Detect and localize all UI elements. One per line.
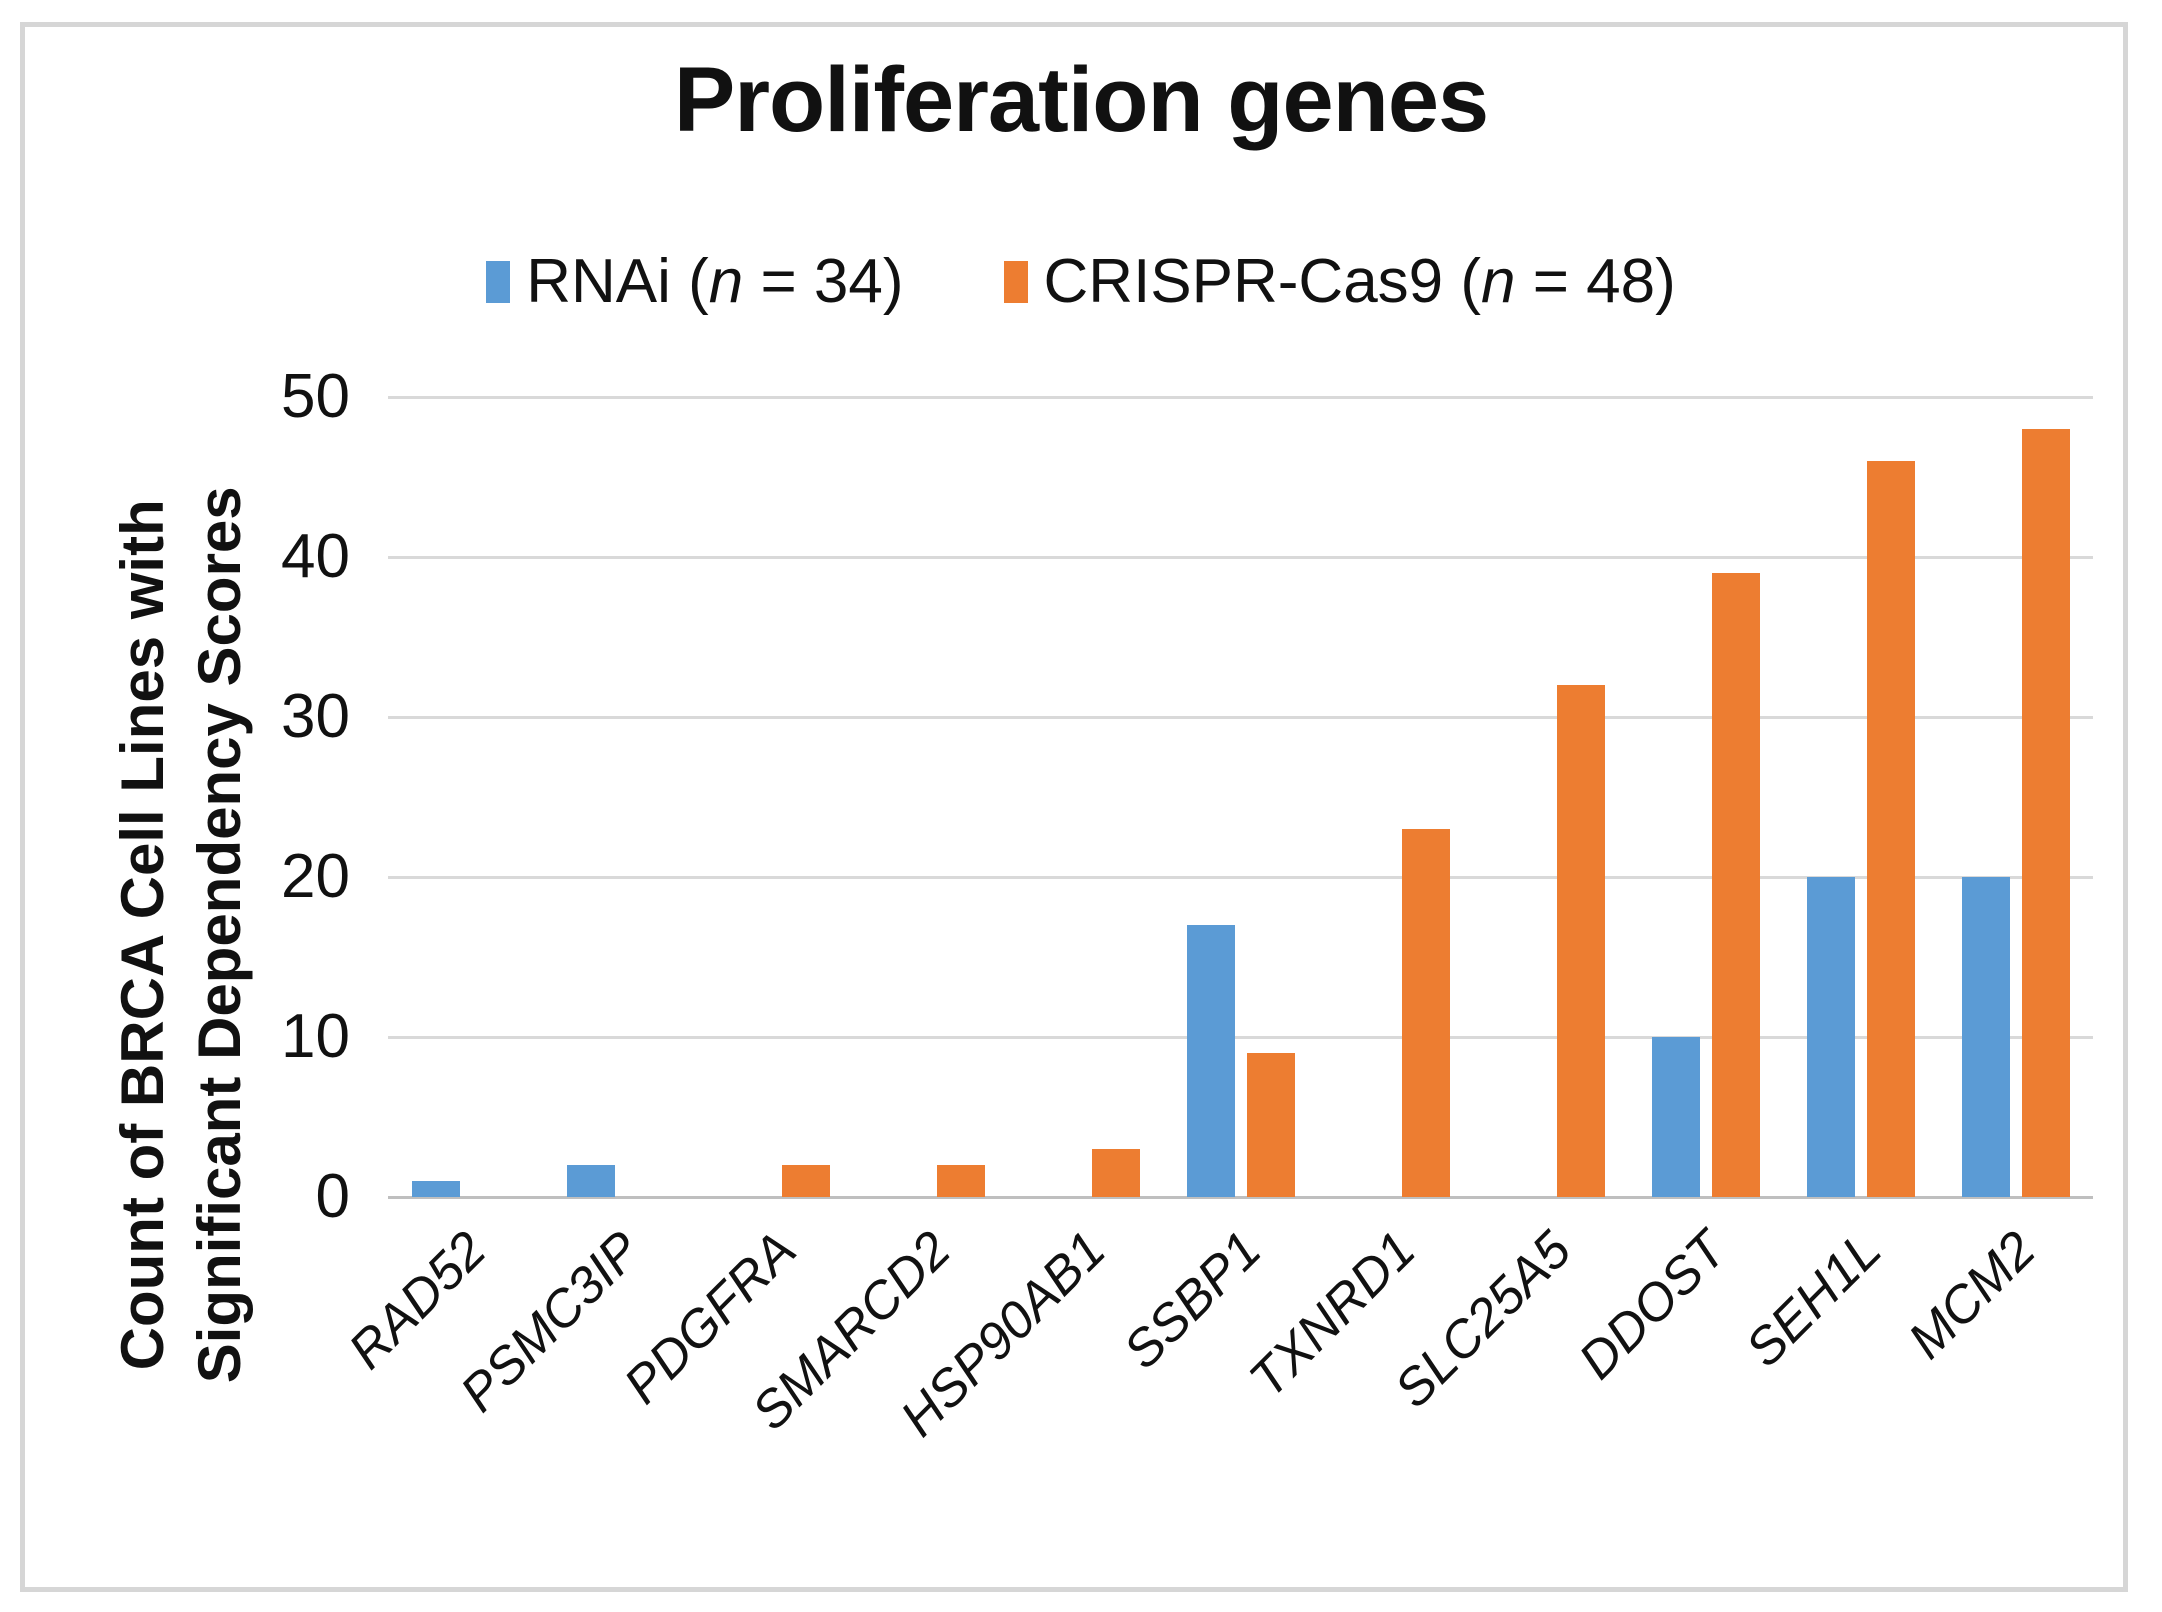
x-axis-line [388, 1196, 2093, 1199]
bar-crispr-mcm2 [2021, 429, 2070, 1197]
legend-label: RNAi (n = 34) [526, 247, 904, 316]
bar-crispr-ssbp1 [1246, 1053, 1295, 1197]
legend-label: CRISPR-Cas9 (n = 48) [1043, 247, 1676, 316]
y-tick-label-10: 10 [281, 1002, 350, 1071]
bar-crispr-ddost [1711, 573, 1760, 1197]
bar-rnai-rad52 [411, 1181, 460, 1197]
bar-crispr-hsp90ab1 [1091, 1149, 1140, 1197]
legend-swatch-crispr [1003, 260, 1028, 303]
bar-rnai-seh1l [1806, 877, 1855, 1197]
gridline-10 [388, 1036, 2093, 1039]
y-tick-label-20: 20 [281, 842, 350, 911]
legend-item-rnai: RNAi (n = 34) [486, 246, 904, 317]
legend: RNAi (n = 34) CRISPR-Cas9 (n = 48) [0, 246, 2162, 317]
bar-crispr-smarcd2 [936, 1165, 985, 1197]
legend-item-crispr: CRISPR-Cas9 (n = 48) [1003, 246, 1676, 317]
y-tick-label-30: 30 [281, 682, 350, 751]
gridline-20 [388, 876, 2093, 879]
bar-rnai-ddost [1651, 1037, 1700, 1197]
y-tick-label-0: 0 [315, 1162, 350, 1231]
y-axis-title: Count of BRCA Cell Lines with Significan… [105, 360, 259, 1510]
bar-crispr-txnrd1 [1401, 829, 1450, 1197]
y-tick-label-40: 40 [281, 522, 350, 591]
bar-rnai-psmc3ip [566, 1165, 615, 1197]
gridline-30 [388, 716, 2093, 719]
y-tick-label-50: 50 [281, 362, 350, 431]
bar-crispr-seh1l [1866, 461, 1915, 1197]
bar-rnai-mcm2 [1961, 877, 2010, 1197]
gridline-40 [388, 556, 2093, 559]
chart-title: Proliferation genes [673, 49, 1489, 151]
bar-rnai-ssbp1 [1186, 925, 1235, 1197]
gridline-50 [388, 396, 2093, 399]
bar-crispr-pdgfra [781, 1165, 830, 1197]
legend-swatch-rnai [486, 260, 511, 303]
figure-frame [20, 22, 2128, 1592]
y-axis-title-line-1: Count of BRCA Cell Lines with [109, 499, 177, 1371]
bar-crispr-slc25a5 [1556, 685, 1605, 1197]
